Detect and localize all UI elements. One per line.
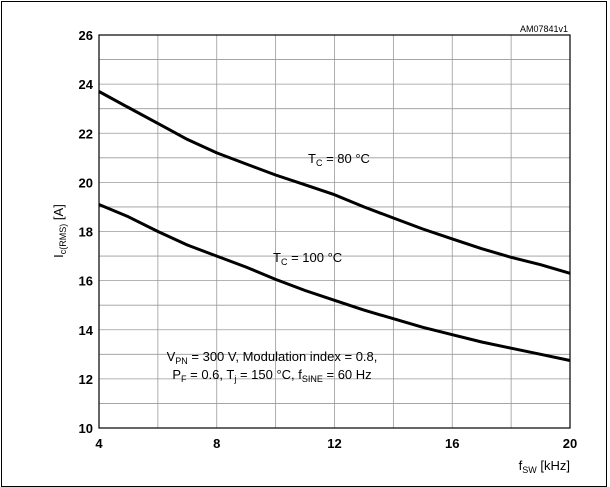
series-line-0 [98,90,571,275]
series-label-tc80: TC = 80 °C [308,151,370,168]
figure-code: AM07841v1 [520,24,568,34]
series-label-tc100: TC = 100 °C [273,250,342,267]
x-tick-label: 12 [327,436,341,451]
conditions-line-2: PF = 0.6, Tj = 150 °C, fSINE = 60 Hz [172,367,371,384]
x-axis-label: fSW [kHz] [519,458,570,475]
x-tick-labels: 4 8 12 16 20 [95,436,577,451]
series-line-1 [98,203,571,362]
y-tick-label: 26 [79,28,93,43]
y-tick-label: 12 [79,372,93,387]
y-tick-label: 14 [79,323,94,338]
y-tick-labels: 10 12 14 16 18 20 22 24 26 [79,28,94,436]
grid [99,35,570,428]
y-tick-label: 16 [79,274,93,289]
plot-area-border [98,34,571,429]
x-tick-label: 20 [563,436,577,451]
series-lines [98,90,571,362]
x-tick-label: 16 [445,436,459,451]
y-tick-label: 24 [79,77,94,92]
conditions-line-1: VPN = 300 V, Modulation index = 0.8, [167,349,378,366]
y-tick-label: 20 [79,175,93,190]
y-tick-label: 10 [79,421,93,436]
y-tick-label: 22 [79,126,93,141]
x-tick-label: 4 [95,436,103,451]
y-axis-label: Ic(RMS) [A] [51,204,68,258]
y-tick-label: 18 [79,225,93,240]
x-tick-label: 8 [213,436,220,451]
